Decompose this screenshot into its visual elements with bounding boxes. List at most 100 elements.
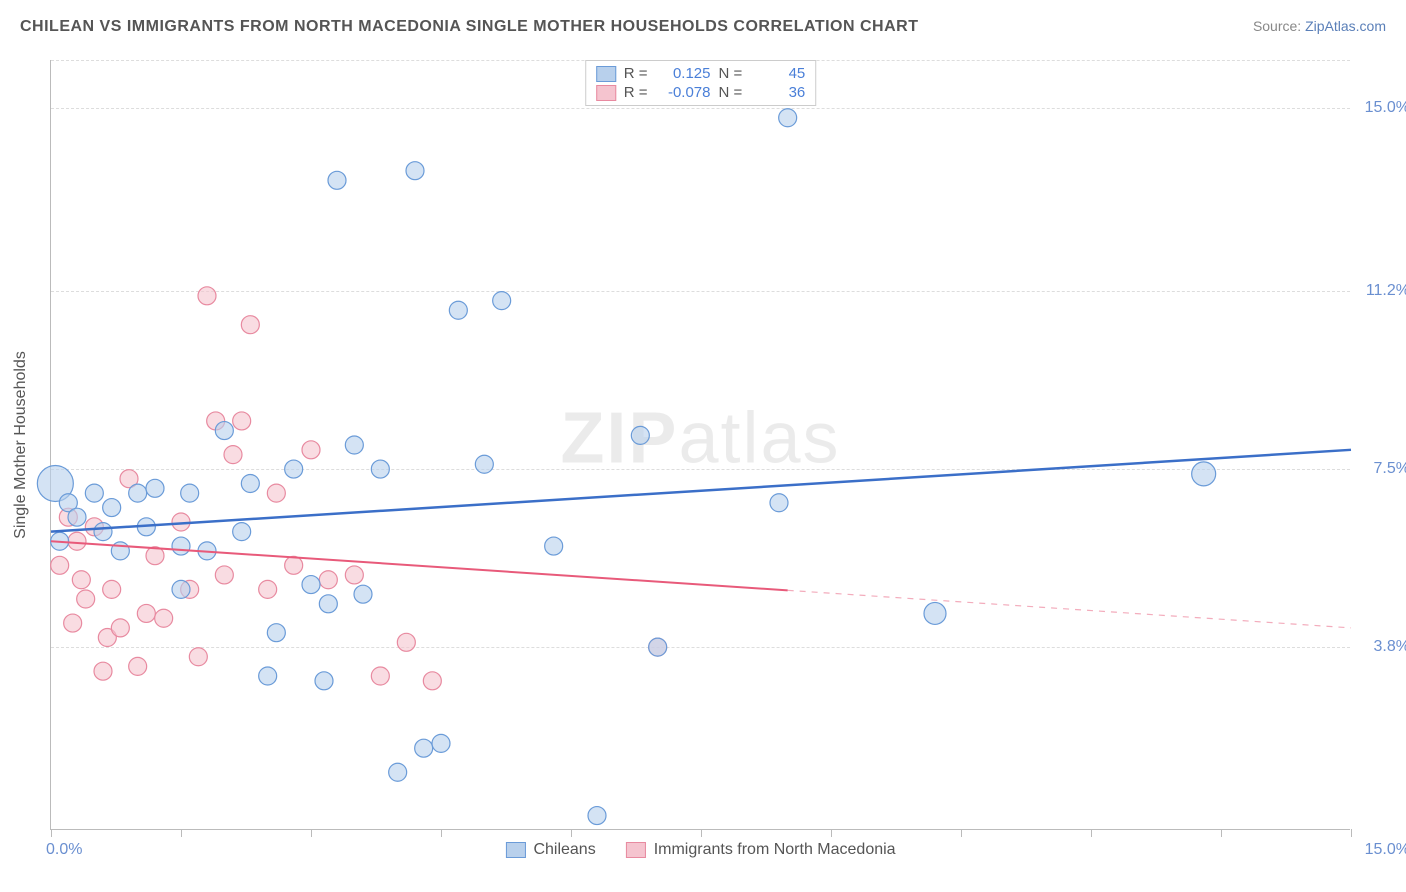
data-point [449, 301, 467, 319]
data-point [85, 484, 103, 502]
data-point [198, 287, 216, 305]
data-point [423, 672, 441, 690]
data-point [224, 446, 242, 464]
y-tick-label: 15.0% [1365, 99, 1406, 117]
swatch-series-1 [596, 66, 616, 82]
x-tick [571, 829, 572, 837]
data-point [779, 109, 797, 127]
plot-area: Single Mother Households ZIPatlas 3.8%7.… [50, 60, 1350, 830]
legend-item-1: Chileans [505, 841, 595, 859]
legend-item-2: Immigrants from North Macedonia [626, 841, 896, 859]
data-point [68, 508, 86, 526]
data-point [189, 648, 207, 666]
data-point [64, 614, 82, 632]
regression-line [51, 541, 788, 590]
swatch-series-2 [596, 85, 616, 101]
data-point [770, 494, 788, 512]
data-point [1192, 462, 1216, 486]
data-point [72, 571, 90, 589]
source-attribution: Source: ZipAtlas.com [1253, 18, 1386, 34]
legend-swatch-2 [626, 842, 646, 858]
x-tick [441, 829, 442, 837]
data-point [137, 604, 155, 622]
data-point [345, 566, 363, 584]
data-point [319, 595, 337, 613]
data-point [77, 590, 95, 608]
x-tick [1091, 829, 1092, 837]
data-point [371, 460, 389, 478]
x-tick [1221, 829, 1222, 837]
source-label: Source: [1253, 18, 1301, 34]
data-point [389, 763, 407, 781]
x-tick [181, 829, 182, 837]
data-point [302, 576, 320, 594]
regression-line-extrapolated [788, 590, 1351, 628]
legend-swatch-1 [505, 842, 525, 858]
data-point [649, 638, 667, 656]
data-point [172, 580, 190, 598]
data-point [146, 479, 164, 497]
data-point [181, 484, 199, 502]
data-point [631, 426, 649, 444]
r-label-1: R = [624, 65, 648, 82]
stats-row-1: R = 0.125 N = 45 [596, 65, 806, 82]
x-tick [961, 829, 962, 837]
n-label-2: N = [719, 84, 743, 101]
data-point [111, 619, 129, 637]
data-point [354, 585, 372, 603]
source-link[interactable]: ZipAtlas.com [1305, 18, 1386, 34]
data-point [129, 484, 147, 502]
data-point [319, 571, 337, 589]
data-point [328, 171, 346, 189]
x-tick [701, 829, 702, 837]
x-tick [311, 829, 312, 837]
n-value-2: 36 [750, 84, 805, 101]
r-label-2: R = [624, 84, 648, 101]
data-point [924, 602, 946, 624]
data-point [285, 556, 303, 574]
x-axis-max-label: 15.0% [1365, 841, 1406, 859]
x-tick [831, 829, 832, 837]
data-point [285, 460, 303, 478]
data-point [94, 662, 112, 680]
data-point [241, 316, 259, 334]
data-point [345, 436, 363, 454]
data-point [475, 455, 493, 473]
data-point [371, 667, 389, 685]
data-point [545, 537, 563, 555]
x-tick [1351, 829, 1352, 837]
data-point [155, 609, 173, 627]
data-point [51, 556, 69, 574]
data-point [415, 739, 433, 757]
data-point [215, 566, 233, 584]
data-point [241, 475, 259, 493]
data-point [302, 441, 320, 459]
data-point [103, 580, 121, 598]
y-axis-title: Single Mother Households [12, 351, 30, 539]
stats-row-2: R = -0.078 N = 36 [596, 84, 806, 101]
y-tick-label: 3.8% [1374, 638, 1406, 656]
data-point [94, 523, 112, 541]
data-point [129, 657, 147, 675]
data-point [493, 292, 511, 310]
data-point [315, 672, 333, 690]
data-point [68, 532, 86, 550]
data-point [259, 580, 277, 598]
chart-title: CHILEAN VS IMMIGRANTS FROM NORTH MACEDON… [20, 18, 918, 36]
data-point [397, 633, 415, 651]
bottom-legend: Chileans Immigrants from North Macedonia [505, 841, 895, 859]
scatter-plot-svg [51, 60, 1350, 829]
stats-box: R = 0.125 N = 45 R = -0.078 N = 36 [585, 60, 817, 106]
legend-label-2: Immigrants from North Macedonia [654, 841, 896, 859]
data-point [432, 734, 450, 752]
data-point [172, 537, 190, 555]
data-point [259, 667, 277, 685]
y-tick-label: 7.5% [1374, 460, 1406, 478]
x-axis-min-label: 0.0% [46, 841, 82, 859]
y-tick-label: 11.2% [1366, 282, 1406, 300]
data-point [267, 624, 285, 642]
data-point [103, 499, 121, 517]
r-value-1: 0.125 [656, 65, 711, 82]
data-point [588, 807, 606, 825]
r-value-2: -0.078 [656, 84, 711, 101]
